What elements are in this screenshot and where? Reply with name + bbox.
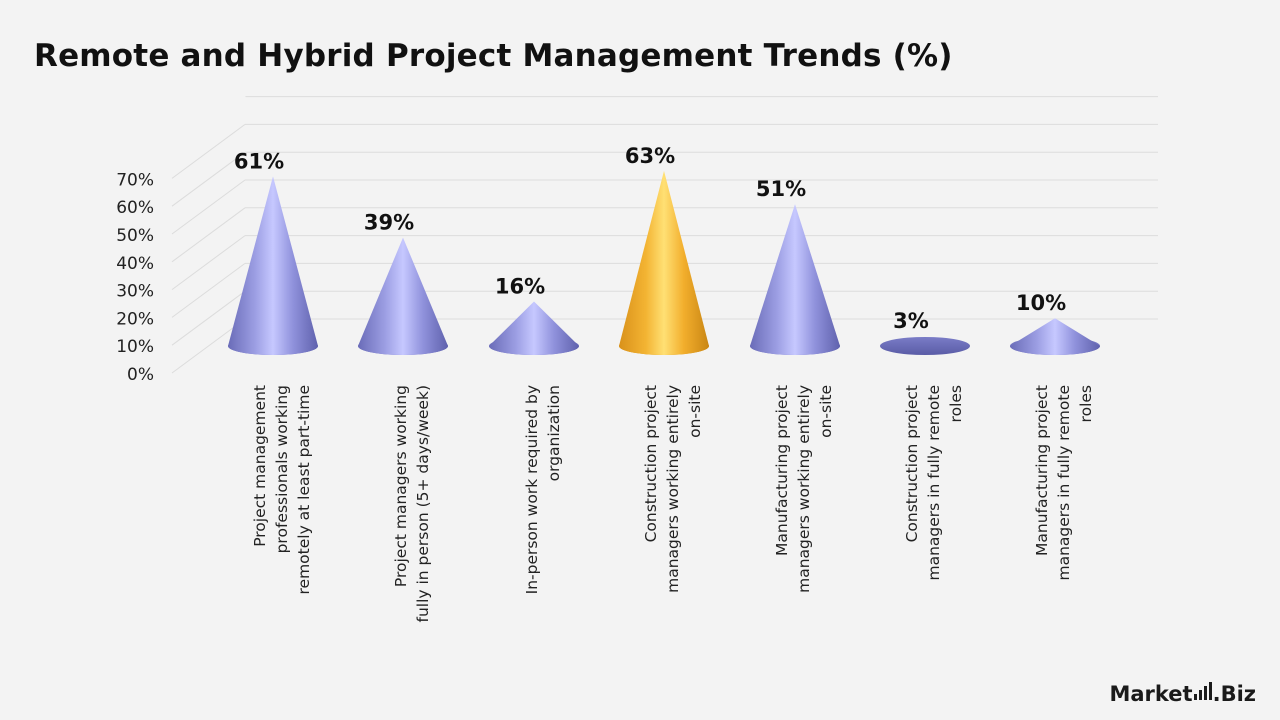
y-tick-label: 40%: [116, 254, 154, 274]
cone-marks: [228, 170, 1100, 355]
data-label: 61%: [234, 149, 284, 173]
x-tick-label-line: organization: [545, 385, 563, 481]
cone-1: [358, 237, 448, 355]
y-axis-ticks: 0% 10% 20% 30% 40% 50% 60% 70%: [116, 170, 154, 385]
y-tick-label: 0%: [127, 365, 154, 385]
cone-body: [358, 237, 448, 355]
x-tick-label-line: roles: [947, 385, 965, 422]
x-tick-label-line: Project managers working: [392, 385, 410, 587]
data-label: 10%: [1016, 291, 1066, 315]
x-tick-label-line: on-site: [686, 385, 704, 438]
x-tick-label-line: managers in fully remote: [1055, 385, 1073, 580]
cone-0: [228, 176, 318, 355]
y-tick-label: 50%: [116, 226, 154, 246]
x-axis-labels: Project management professionals working r…: [251, 385, 1095, 623]
y-tick-label: 10%: [116, 337, 154, 357]
x-tick-label-line: Manufacturing project: [1033, 385, 1051, 556]
cone-3: [619, 170, 709, 355]
x-tick-label-line: roles: [1077, 385, 1095, 422]
y-tick-label: 30%: [116, 282, 154, 302]
x-tick-label-line: fully in person (5+ days/week): [414, 385, 432, 623]
grid-diagonal: [171, 123, 246, 179]
x-tick-label-line: Project management: [251, 385, 269, 547]
brand-text-left: Market: [1109, 682, 1193, 706]
x-tick-label-line: managers working entirely: [664, 385, 682, 593]
bars-icon: [1193, 682, 1212, 700]
cone-4: [750, 204, 840, 355]
cone-6: [1010, 318, 1100, 355]
y-tick-label: 60%: [116, 198, 154, 218]
x-tick-label-line: remotely at least part-time: [295, 385, 313, 595]
cone-body: [1010, 318, 1100, 355]
cone-body: [619, 170, 709, 355]
x-tick-label-line: professionals working: [273, 385, 291, 553]
x-tick-label-line: Manufacturing project: [773, 385, 791, 556]
cone-body: [750, 204, 840, 355]
brand-text-right: .Biz: [1212, 682, 1256, 706]
chart-title: Remote and Hybrid Project Management Tre…: [34, 38, 953, 74]
grid-diagonal: [171, 262, 246, 318]
grid-diagonal: [171, 290, 246, 346]
data-label: 16%: [495, 275, 545, 299]
cone-body: [880, 337, 970, 355]
cone-5: [880, 337, 970, 355]
y-tick-label: 20%: [116, 309, 154, 329]
grid-diagonal: [171, 151, 246, 207]
grid-diagonal: [171, 235, 246, 291]
y-tick-label: 70%: [116, 170, 154, 190]
x-tick-label-line: on-site: [817, 385, 835, 438]
brand-logo: Market .Biz: [1109, 682, 1256, 706]
data-label: 3%: [893, 309, 929, 333]
x-tick-label-line: In-person work required by: [523, 385, 541, 594]
x-tick-label-line: Construction project: [903, 385, 921, 542]
data-label: 39%: [364, 211, 414, 235]
x-tick-label-line: managers in fully remote: [925, 385, 943, 580]
cone-body: [489, 301, 579, 355]
data-label: 63%: [625, 144, 675, 168]
x-tick-label-line: managers working entirely: [795, 385, 813, 593]
data-label: 51%: [756, 177, 806, 201]
grid-diagonal: [171, 179, 246, 235]
grid-diagonal: [171, 207, 246, 263]
cone-2: [489, 301, 579, 355]
data-labels: 61% 39% 16% 63% 51% 3% 10%: [234, 144, 1066, 333]
x-tick-label-line: Construction project: [642, 385, 660, 542]
cone-body: [228, 176, 318, 355]
